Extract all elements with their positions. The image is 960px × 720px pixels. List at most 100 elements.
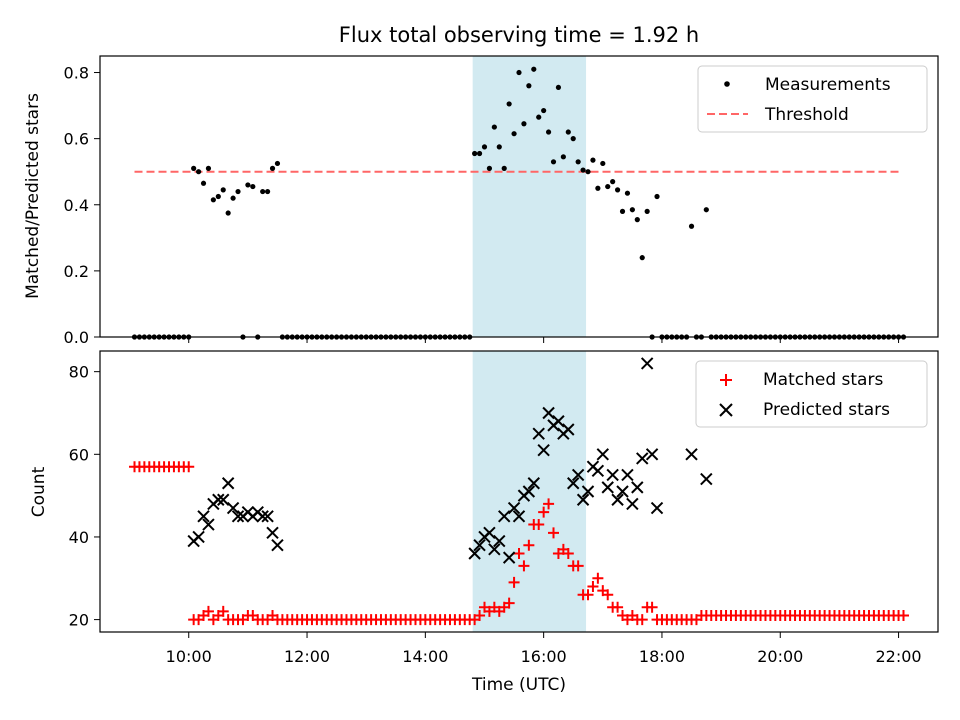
measurement-point xyxy=(526,83,532,89)
matched-star-point xyxy=(646,601,658,613)
measurement-point xyxy=(205,165,212,171)
bottom-legend: Matched stars Predicted stars xyxy=(695,360,928,428)
measurement-point xyxy=(191,165,197,171)
legend-matched-marker xyxy=(720,374,732,386)
predicted-star-point xyxy=(221,477,235,490)
measurement-point xyxy=(269,165,276,171)
measurement-point xyxy=(585,169,591,175)
measurement-point xyxy=(639,255,645,261)
y-tick-label: 0.2 xyxy=(64,262,89,281)
predicted-star-point xyxy=(576,493,590,506)
legend-threshold-label: Threshold xyxy=(764,105,849,125)
matched-star-point xyxy=(533,519,545,531)
measurement-point xyxy=(703,207,709,213)
measurement-point xyxy=(274,160,281,167)
predicted-star-point xyxy=(202,518,215,531)
measurement-point xyxy=(624,190,631,196)
matched-star-point xyxy=(897,609,909,621)
y-tick-label: 0.6 xyxy=(64,130,89,149)
measurement-point xyxy=(472,150,478,157)
legend-measurements-label: Measurements xyxy=(765,75,891,95)
x-tick-label: 22:00 xyxy=(876,647,922,666)
predicted-star-point xyxy=(601,481,614,494)
predicted-star-point xyxy=(532,427,545,440)
measurement-point xyxy=(545,129,552,135)
measurement-point xyxy=(521,121,527,127)
predicted-star-point xyxy=(685,448,698,461)
legend-predicted-label: Predicted stars xyxy=(763,400,890,420)
top-shaded-span xyxy=(472,56,587,337)
measurement-point xyxy=(595,185,601,191)
measurement-point xyxy=(555,84,562,91)
predicted-star-point xyxy=(256,510,269,523)
measurement-point xyxy=(220,187,226,193)
matched-star-point xyxy=(602,589,614,601)
matched-star-point xyxy=(183,461,195,473)
measurement-point xyxy=(245,182,251,188)
predicted-star-point xyxy=(512,510,526,523)
measurement-point xyxy=(634,217,640,223)
x-tick-label: 14:00 xyxy=(402,647,448,666)
matched-star-point xyxy=(548,527,560,539)
x-tick-label: 16:00 xyxy=(521,647,567,666)
measurement-point xyxy=(481,144,488,150)
top-y-ticks: 0.0 0.2 0.4 0.6 0.8 xyxy=(64,64,100,347)
measurement-point xyxy=(265,188,271,195)
predicted-star-point xyxy=(591,464,605,478)
measurement-point xyxy=(210,197,216,203)
predicted-star-point xyxy=(606,468,619,482)
x-tick-label: 10:00 xyxy=(166,647,212,666)
predicted-star-point xyxy=(621,468,634,482)
measurement-point xyxy=(496,144,502,150)
predicted-star-point xyxy=(468,547,481,560)
predicted-star-point xyxy=(542,406,555,420)
top-panel: 0.00.20.40.60.8 Matched/Predicted stars … xyxy=(23,55,939,347)
predicted-star-point xyxy=(197,510,210,523)
top-plot-frame xyxy=(99,55,939,338)
measurement-point xyxy=(688,223,695,229)
predicted-star-point xyxy=(488,543,501,556)
legend-measurements-marker xyxy=(724,81,730,87)
measurement-point xyxy=(506,101,512,107)
predicted-star-point xyxy=(611,493,624,506)
y-tick-label: 40 xyxy=(69,528,89,547)
predicted-star-point xyxy=(231,510,245,523)
bottom-x-ticks: 10:00 12:00 14:00 16:00 18:00 20:00 22:00 xyxy=(166,632,922,666)
predicted-star-point xyxy=(473,539,486,552)
measurement-point xyxy=(644,208,650,214)
y-tick-label: 0.0 xyxy=(64,328,89,347)
predicted-star-point xyxy=(507,501,521,515)
matched-star-point xyxy=(612,601,624,613)
bottom-y-ticks: 20 40 60 80 xyxy=(69,363,100,630)
measurement-point xyxy=(491,124,497,130)
matched-star-point xyxy=(513,547,525,559)
bottom-y-axis-label: Count xyxy=(29,466,49,517)
matched-star-point xyxy=(202,605,214,617)
measurement-point xyxy=(516,69,522,76)
predicted-star-point xyxy=(562,423,575,436)
predicted-star-point xyxy=(581,485,595,498)
matched-star-point xyxy=(474,609,486,621)
measurement-point xyxy=(235,188,241,195)
measurement-point xyxy=(580,167,586,173)
chart-title: Flux total observing time = 1.92 h xyxy=(339,23,699,47)
predicted-star-point xyxy=(636,452,649,465)
matched-star-point xyxy=(508,576,520,588)
predicted-star-point xyxy=(527,477,540,490)
x-tick-label: 18:00 xyxy=(639,647,685,666)
y-tick-label: 0.4 xyxy=(64,196,89,215)
x-axis-label: Time (UTC) xyxy=(471,675,566,695)
measurement-point xyxy=(614,187,621,193)
measurement-point xyxy=(195,169,202,175)
measurement-point xyxy=(501,165,507,171)
legend-predicted-marker xyxy=(719,403,733,417)
matched-star-point xyxy=(636,614,648,626)
matched-star-point xyxy=(217,605,229,617)
measurement-point xyxy=(600,160,606,167)
matched-star-point xyxy=(587,581,599,593)
x-tick-label: 20:00 xyxy=(757,647,803,666)
measurement-point xyxy=(590,157,596,163)
measurement-point xyxy=(570,136,576,142)
top-x-ticks xyxy=(188,337,900,343)
matched-star-point xyxy=(543,498,555,510)
